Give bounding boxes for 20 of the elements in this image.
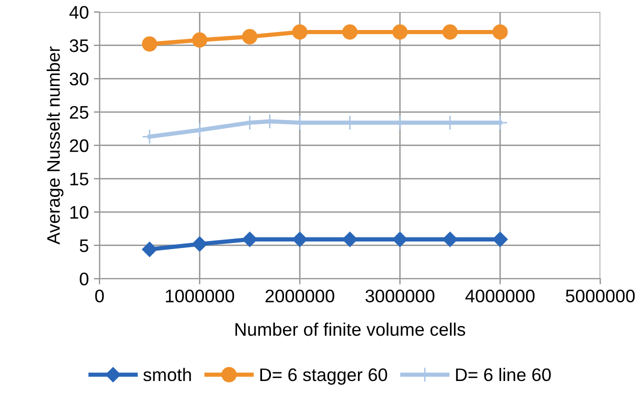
y-tick-label: 15	[70, 172, 88, 186]
y-tick-label: 10	[70, 206, 88, 219]
y-tick-label: 25	[70, 106, 88, 119]
x-tick-label: 2000000	[266, 290, 334, 302]
legend-label: D= 6 stagger 60	[260, 368, 388, 385]
x-tick-label: 3000000	[366, 290, 434, 302]
y-tick-label: 5	[80, 239, 88, 252]
x-tick-label: 0	[95, 290, 104, 302]
legend-label: smoth	[143, 368, 191, 382]
y-axis-title: Average Nusselt number	[46, 46, 64, 245]
x-tick-label: 4000000	[465, 290, 535, 302]
x-tick-label: 5000000	[566, 290, 635, 302]
x-axis-title: Number of finite volume cells	[235, 322, 466, 336]
y-tick-label: 20	[70, 139, 88, 152]
y-tick-label: 30	[70, 72, 88, 86]
x-tick-label: 1000000	[166, 290, 234, 302]
y-tick-label: 40	[69, 6, 88, 19]
y-tick-label: 0	[80, 272, 88, 286]
y-tick-label: 35	[70, 39, 88, 52]
legend-label: D= 6 line 60	[456, 368, 551, 382]
